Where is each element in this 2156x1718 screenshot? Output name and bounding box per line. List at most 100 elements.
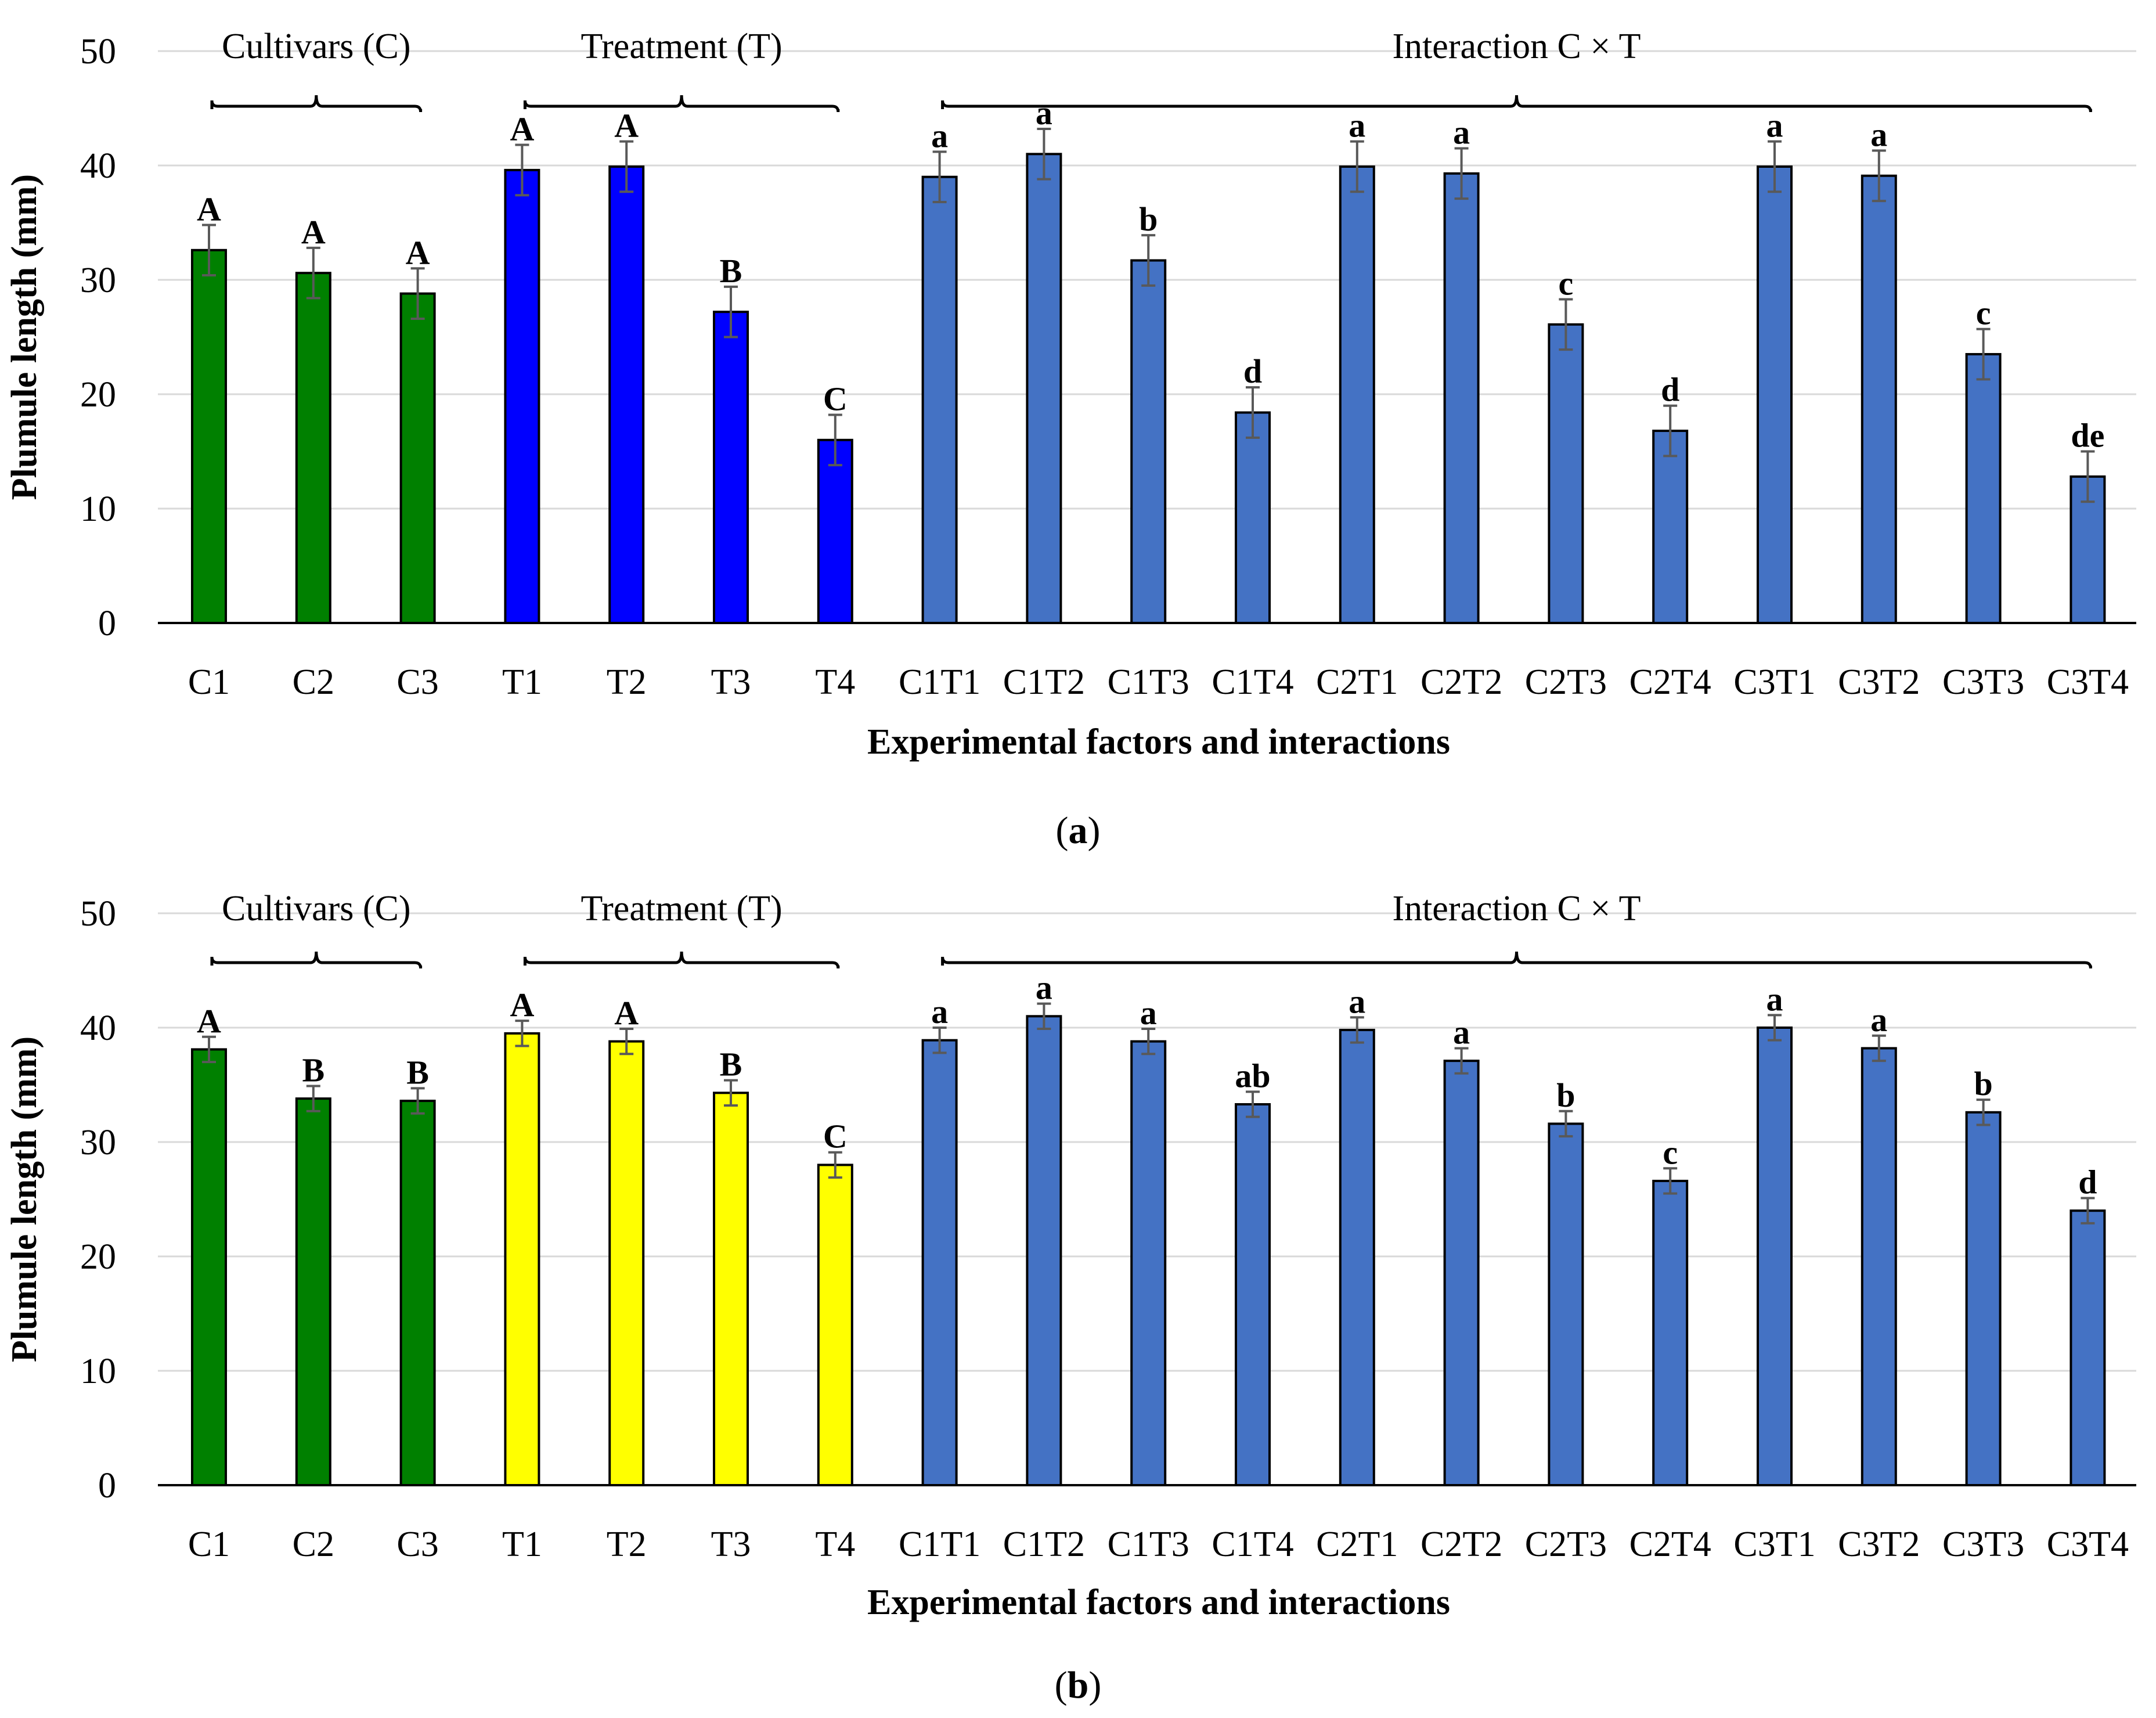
significance-letter: b (1139, 200, 1158, 238)
group-brace (210, 951, 423, 969)
significance-letter: C (823, 1118, 848, 1155)
significance-letter: A (510, 110, 534, 148)
x-tick-label: C3T4 (2047, 1525, 2129, 1564)
y-tick-label: 0 (98, 604, 116, 643)
bar-C1T4 (1235, 1103, 1271, 1486)
significance-letter: a (1870, 1001, 1887, 1039)
x-tick-label: C2T3 (1525, 662, 1607, 702)
significance-letter: a (1349, 107, 1365, 145)
bar-C3 (399, 1100, 436, 1486)
bar-T1 (504, 168, 540, 624)
x-tick-label: C2 (293, 662, 334, 702)
y-tick-label: 20 (80, 375, 116, 415)
significance-letter: a (1349, 982, 1365, 1020)
x-tick-label: C1T4 (1212, 1525, 1293, 1564)
bar-C2T4 (1652, 430, 1689, 624)
bar-C3T1 (1757, 165, 1793, 625)
bar-C1T1 (921, 1039, 958, 1487)
x-tick-label: C2T2 (1420, 1525, 1502, 1564)
group-brace (523, 95, 840, 113)
significance-letter: b (1556, 1076, 1575, 1114)
chart-panel-b: 0 10 20 30 40 50 A C1 B C2 B C3 A T1 A T2 B T3 C T4 a C1T1 a C1… (5, 889, 2136, 1706)
x-tick-label: C3T2 (1838, 662, 1920, 702)
x-tick-label: T3 (711, 662, 751, 702)
y-tick-label: 30 (80, 261, 116, 300)
significance-letter: a (931, 117, 948, 154)
x-tick-label: C3 (396, 1525, 438, 1564)
group-title: Treatment (T) (581, 889, 782, 928)
x-tick-label: C1T2 (1003, 662, 1085, 702)
group-brace (941, 95, 2092, 113)
significance-letter: B (720, 252, 742, 290)
y-tick-label: 0 (98, 1466, 116, 1505)
bar-C3T3 (1965, 353, 2002, 624)
x-tick-label: T3 (711, 1525, 751, 1564)
significance-letter: A (406, 233, 430, 271)
chart-panel-a: 0 10 20 30 40 50 A C1 A C2 A C3 A T1 A T2 B T3 C T4 a C1T1 a C1… (5, 27, 2136, 852)
x-tick-label: C2T4 (1629, 662, 1711, 702)
bar-C3 (399, 292, 436, 624)
y-tick-label: 50 (80, 894, 116, 934)
y-tick-label: 10 (80, 489, 116, 529)
bar-C2T1 (1339, 165, 1375, 625)
x-tick-label: C1T3 (1108, 662, 1189, 702)
significance-letter: B (406, 1053, 429, 1091)
significance-letter: a (1036, 94, 1052, 132)
x-tick-label: C3T3 (1942, 1525, 2024, 1564)
x-tick-label: C3T4 (2047, 662, 2129, 702)
panel-label: (b) (1055, 1664, 1102, 1706)
significance-letter: A (614, 994, 639, 1032)
x-tick-label: T2 (607, 662, 647, 702)
bar-C2T2 (1443, 172, 1480, 625)
bar-C1 (191, 248, 227, 624)
x-tick-label: C3T2 (1838, 1525, 1920, 1564)
significance-letter: a (1453, 1013, 1470, 1051)
significance-letter: c (1663, 1133, 1678, 1171)
significance-letter: a (1140, 994, 1157, 1032)
bar-C2T2 (1443, 1060, 1480, 1486)
x-tick-label: C1T1 (899, 662, 980, 702)
x-tick-label: T1 (502, 1525, 542, 1564)
significance-letter: a (1870, 116, 1887, 153)
y-tick-label: 20 (80, 1237, 116, 1277)
bar-C3T2 (1861, 174, 1897, 625)
group-brace (941, 951, 2092, 969)
x-tick-label: C3T3 (1942, 662, 2024, 702)
x-tick-label: T2 (607, 1525, 647, 1564)
bar-C1T2 (1026, 1015, 1062, 1487)
bar-C3T4 (2070, 1209, 2106, 1486)
significance-letter: d (1243, 352, 1262, 390)
bar-C1T3 (1130, 1040, 1167, 1486)
significance-letter: A (197, 1002, 221, 1040)
x-axis-title: Experimental factors and interactions (867, 1583, 1450, 1622)
bar-C2T1 (1339, 1028, 1375, 1486)
significance-letter: B (720, 1046, 742, 1083)
bar-T1 (504, 1032, 540, 1486)
group-title: Cultivars (C) (222, 27, 410, 66)
group-title: Cultivars (C) (222, 889, 410, 928)
panel-label: (a) (1056, 809, 1101, 852)
bar-C1T3 (1130, 259, 1167, 624)
significance-letter: a (1766, 107, 1783, 145)
bar-C1T2 (1026, 153, 1062, 624)
x-tick-label: C2T1 (1316, 662, 1398, 702)
x-tick-label: C2T3 (1525, 1525, 1607, 1564)
x-tick-label: C1 (188, 662, 230, 702)
significance-letter: A (301, 213, 326, 251)
significance-letter: c (1976, 294, 1991, 332)
x-tick-label: C1T4 (1212, 662, 1293, 702)
bar-C3T1 (1757, 1027, 1793, 1486)
bar-C2T3 (1548, 323, 1584, 624)
x-axis-title: Experimental factors and interactions (867, 722, 1450, 762)
group-title: Interaction C × T (1392, 889, 1641, 928)
y-axis-title: Plumule length (mm) (5, 174, 44, 500)
x-tick-label: T4 (815, 1525, 855, 1564)
significance-letter: A (197, 190, 221, 228)
bar-T4 (817, 438, 853, 624)
bar-T4 (817, 1164, 853, 1486)
group-brace (523, 951, 840, 969)
x-tick-label: C1T1 (899, 1525, 980, 1564)
y-axis-title: Plumule length (mm) (5, 1036, 44, 1362)
bar-C2T3 (1548, 1122, 1584, 1486)
